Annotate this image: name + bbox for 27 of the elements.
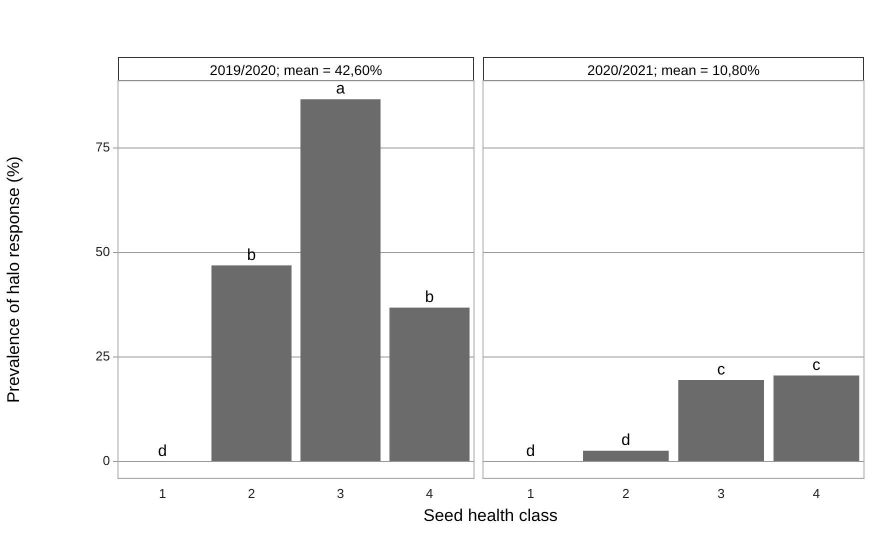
data-label: c [812, 356, 820, 374]
x-tick-label: 4 [426, 486, 434, 501]
chart-title: 2019/2020; mean = 42,60% [118, 56, 474, 81]
data-label: c [717, 361, 726, 378]
x-tick-label: 2 [622, 486, 630, 501]
data-label: d [158, 443, 167, 460]
y-tick-label: 75 [96, 139, 110, 154]
y-tick-label: 25 [96, 348, 110, 364]
data-label: d [526, 443, 536, 460]
x-axis-title: Seed health class [422, 506, 559, 526]
chart-title: 2020/2021; mean = 10,80% [483, 56, 864, 81]
y-tick-label: 0 [102, 453, 110, 468]
bar [211, 265, 292, 462]
x-tick-label: 1 [527, 486, 534, 501]
x-tick-label: 3 [336, 486, 344, 501]
data-label: d [621, 432, 630, 450]
bar [389, 308, 470, 462]
data-label: a [336, 80, 346, 98]
y-tick-label: 50 [96, 244, 110, 259]
data-label: b [425, 289, 434, 306]
x-tick-label: 1 [158, 486, 166, 501]
x-tick-label: 4 [812, 486, 820, 501]
x-tick-label: 3 [718, 486, 725, 501]
bar [300, 99, 381, 462]
y-axis-title: Prevalence of halo response (%) [4, 156, 23, 403]
x-tick-label: 2 [248, 486, 256, 501]
data-label: b [247, 246, 256, 264]
